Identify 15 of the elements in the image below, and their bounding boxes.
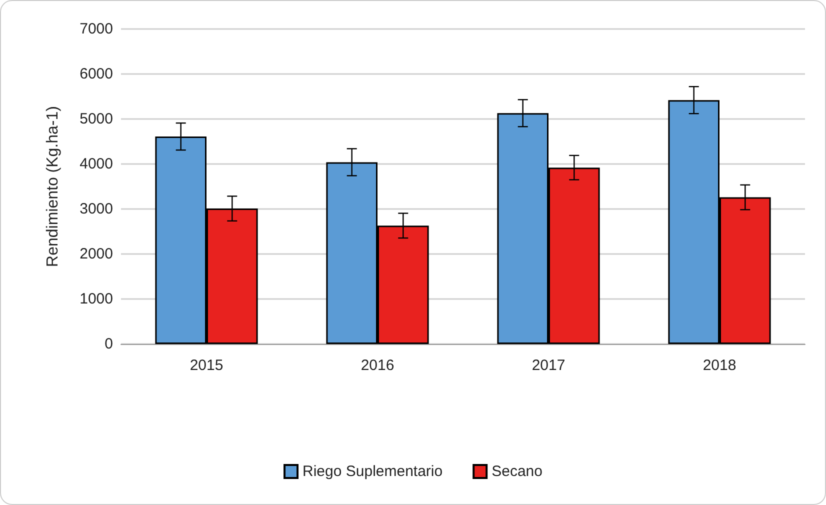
- y-tick-label: 2000: [80, 246, 113, 262]
- y-tick-label: 3000: [80, 200, 113, 218]
- y-tick-label: 7000: [80, 20, 113, 38]
- y-tick-label: 6000: [80, 66, 113, 82]
- legend-label: Secano: [492, 463, 542, 480]
- y-tick-label: 4000: [80, 156, 113, 172]
- y-tick-label: 1000: [80, 290, 113, 308]
- x-tick-label: 2017: [532, 357, 566, 374]
- x-tick-label: 2015: [190, 357, 224, 374]
- legend-label: Riego Suplementario: [302, 463, 443, 480]
- x-tick-label: 2016: [360, 357, 394, 374]
- y-tick-label: 5000: [80, 110, 113, 128]
- x-tick-label: 2018: [702, 357, 736, 374]
- y-axis-title: Rendimiento (Kg.ha-1): [44, 106, 62, 267]
- y-tick-label: 0: [104, 336, 113, 352]
